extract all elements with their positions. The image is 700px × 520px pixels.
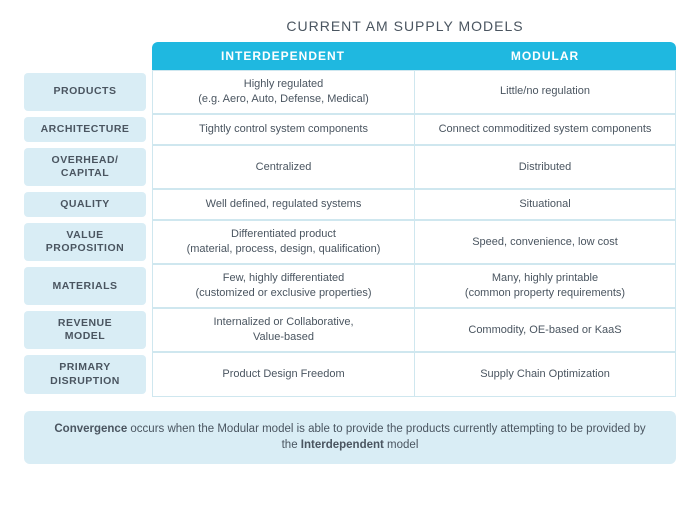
cell-interdependent: Product Design Freedom [152, 352, 414, 396]
footer-bold-convergence: Convergence [54, 423, 127, 435]
row-label: PRIMARYDISRUPTION [24, 355, 146, 393]
column-header-modular: MODULAR [414, 42, 676, 70]
cell-interdependent: Internalized or Collaborative,Value-base… [152, 308, 414, 352]
cell-interdependent: Differentiated product(material, process… [152, 220, 414, 264]
row-label: PRODUCTS [24, 73, 146, 111]
table-title: CURRENT AM SUPPLY MODELS [134, 18, 676, 34]
cell-modular: Distributed [414, 145, 676, 189]
comparison-table: CURRENT AM SUPPLY MODELS INTERDEPENDENT … [24, 18, 676, 464]
cell-interdependent: Tightly control system components [152, 114, 414, 145]
cell-interdependent: Highly regulated(e.g. Aero, Auto, Defens… [152, 70, 414, 114]
row-label: VALUEPROPOSITION [24, 223, 146, 261]
footer-note: Convergence occurs when the Modular mode… [24, 411, 676, 464]
cell-modular: Speed, convenience, low cost [414, 220, 676, 264]
row-label: OVERHEAD/CAPITAL [24, 148, 146, 186]
cell-modular: Situational [414, 189, 676, 220]
cell-modular: Many, highly printable(common property r… [414, 264, 676, 308]
cell-interdependent: Well defined, regulated systems [152, 189, 414, 220]
footer-bold-interdependent: Interdependent [301, 439, 384, 451]
cell-modular: Supply Chain Optimization [414, 352, 676, 396]
row-label: QUALITY [24, 192, 146, 217]
cell-modular: Little/no regulation [414, 70, 676, 114]
grid: INTERDEPENDENT MODULAR PRODUCTS Highly r… [24, 42, 676, 397]
row-label: ARCHITECTURE [24, 117, 146, 142]
header-spacer [24, 42, 152, 70]
column-header-interdependent: INTERDEPENDENT [152, 42, 414, 70]
cell-modular: Connect commoditized system components [414, 114, 676, 145]
cell-interdependent: Centralized [152, 145, 414, 189]
footer-text-end: model [384, 439, 419, 451]
row-label: REVENUEMODEL [24, 311, 146, 349]
cell-interdependent: Few, highly differentiated(customized or… [152, 264, 414, 308]
cell-modular: Commodity, OE-based or KaaS [414, 308, 676, 352]
row-label: MATERIALS [24, 267, 146, 305]
